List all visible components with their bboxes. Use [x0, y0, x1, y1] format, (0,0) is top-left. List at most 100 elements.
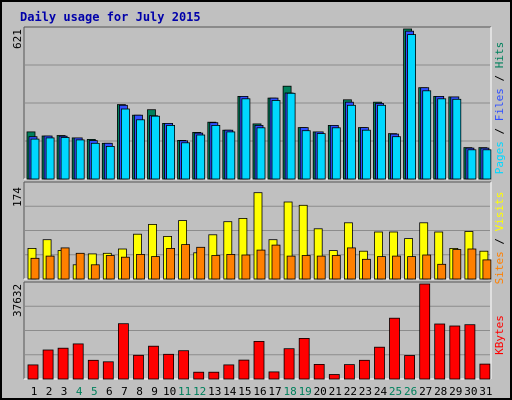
kbytes-bar-kbytes-day-14: [223, 364, 235, 380]
kbytes-bar-kbytes-day-27: [419, 283, 431, 380]
ylabel-sites-visits: Sites / Visits: [493, 192, 506, 285]
hits-bar-pages-day-27: [422, 90, 432, 180]
y-max-label-visits: 174: [11, 187, 24, 207]
hits-bar-pages-day-11: [181, 142, 191, 180]
ylabel-pages-files-hits: Pages / Files / Hits: [493, 42, 506, 175]
hits-bar-pages-day-4: [75, 139, 85, 180]
x-tick-label-day-12: 12: [193, 385, 206, 398]
hits-bar-pages-day-16: [256, 127, 266, 180]
visits-bar-sites-day-18: [286, 255, 296, 280]
x-axis-day-labels: 1 2 3 4 5 6 7 8 9 10 11 12 13 14 15 16 17 18 19 20 21 22 23 24 2…: [31, 385, 493, 398]
hits-bar-pages-day-15: [241, 98, 251, 180]
x-tick-label-day-14: 14: [223, 385, 237, 398]
ylabel-sites: Sites: [493, 251, 506, 284]
hits-bar-pages-day-3: [60, 137, 70, 180]
visits-bar-sites-day-12: [196, 246, 206, 280]
ylabel-hits: Hits: [493, 42, 506, 69]
visits-bar-sites-day-9: [151, 256, 160, 280]
kbytes-bar-kbytes-day-2: [42, 349, 54, 380]
visits-bar-sites-day-14: [226, 253, 236, 280]
hits-bar-pages-day-17: [271, 100, 281, 180]
ylabel-pages: Pages: [493, 141, 506, 174]
x-tick-label-day-28: 28: [434, 385, 447, 398]
visits-bar-sites-day-22: [346, 247, 356, 280]
x-tick-label-day-31: 31: [479, 385, 492, 398]
x-tick-label-day-4: 4: [76, 385, 83, 398]
kbytes-bar-kbytes-day-13: [208, 371, 220, 380]
x-tick-label-day-27: 27: [419, 385, 432, 398]
visits-bar-sites-day-23: [361, 258, 371, 280]
kbytes-bar-kbytes-day-26: [404, 355, 416, 380]
x-tick-label-day-5: 5: [91, 385, 98, 398]
visits-bar-sites-day-17: [271, 244, 281, 280]
hits-bar-pages-day-5: [90, 142, 100, 180]
visits-bar-sites-day-7: [121, 256, 130, 280]
x-tick-label-day-3: 3: [61, 385, 68, 398]
x-tick-label-day-19: 19: [299, 385, 312, 398]
visits-bar-sites-day-16: [256, 249, 266, 280]
hits-bar-pages-day-14: [226, 131, 236, 180]
kbytes-bar-kbytes-day-1: [27, 364, 39, 380]
x-tick-label-day-22: 22: [344, 385, 357, 398]
visits-bar-sites-day-3: [60, 247, 70, 280]
x-tick-label-day-9: 9: [151, 385, 158, 398]
kbytes-bar-kbytes-day-4: [72, 343, 84, 380]
visits-bar-sites-day-15: [241, 254, 251, 280]
x-tick-label-day-23: 23: [359, 385, 372, 398]
kbytes-bar-kbytes-day-30: [464, 324, 476, 380]
x-tick-label-day-15: 15: [238, 385, 251, 398]
x-tick-label-day-7: 7: [121, 385, 128, 398]
visits-bar-sites-day-2: [45, 255, 55, 280]
visits-bar-sites-day-25: [392, 255, 401, 280]
visits-bar-sites-day-13: [211, 255, 221, 280]
visits-bar-sites-day-11: [181, 244, 191, 280]
panel-pages-files-hits: [23, 26, 492, 180]
hits-bar-pages-day-2: [45, 137, 55, 180]
x-tick-label-day-24: 24: [374, 385, 388, 398]
x-tick-label-day-2: 2: [46, 385, 53, 398]
kbytes-bar-kbytes-day-23: [358, 359, 370, 380]
kbytes-bar-kbytes-day-3: [57, 347, 69, 380]
visits-bar-sites-day-21: [331, 255, 341, 280]
visits-bar-sites-day-26: [407, 256, 417, 280]
visits-bar-sites-day-19: [301, 255, 311, 280]
kbytes-bar-kbytes-day-20: [313, 363, 325, 380]
visits-bar-sites-day-31: [482, 259, 492, 280]
visits-bar-sites-day-5: [90, 264, 100, 280]
x-tick-label-day-1: 1: [31, 385, 38, 398]
ylabel-kbytes: KBytes: [493, 315, 506, 355]
visits-bar-sites-day-28: [437, 263, 447, 280]
hits-bar-pages-day-7: [121, 108, 130, 180]
x-tick-label-day-29: 29: [449, 385, 462, 398]
hits-bar-pages-day-26: [407, 34, 417, 180]
visits-bar-sites-day-6: [105, 255, 115, 280]
kbytes-bar-kbytes-day-24: [374, 346, 385, 380]
hits-bar-pages-day-10: [166, 125, 176, 180]
kbytes-bar-kbytes-day-7: [118, 323, 129, 380]
kbytes-bar-kbytes-day-25: [389, 317, 400, 380]
kbytes-bar-kbytes-day-9: [148, 345, 159, 380]
hits-bar-pages-day-1: [30, 138, 40, 180]
x-tick-label-day-25: 25: [389, 385, 402, 398]
kbytes-bar-kbytes-day-10: [163, 353, 175, 380]
x-tick-label-day-16: 16: [253, 385, 266, 398]
hits-bar-pages-day-22: [346, 104, 356, 180]
kbytes-bar-kbytes-day-11: [178, 350, 190, 380]
ylabel-files: Files: [493, 88, 506, 121]
hits-bar-pages-day-12: [196, 134, 206, 180]
panel-kbytes: [23, 281, 492, 380]
hits-bar-pages-day-20: [316, 133, 326, 180]
x-tick-label-day-30: 30: [464, 385, 477, 398]
hits-bar-pages-day-24: [377, 104, 386, 180]
x-tick-label-day-17: 17: [268, 385, 281, 398]
x-tick-label-day-21: 21: [329, 385, 342, 398]
x-tick-label-day-8: 8: [136, 385, 143, 398]
panel-sites-visits: [23, 181, 492, 280]
hits-bar-pages-day-25: [392, 136, 401, 180]
kbytes-bar-kbytes-day-19: [298, 337, 310, 380]
kbytes-bar-kbytes-day-18: [283, 348, 295, 380]
hits-bar-pages-day-6: [105, 145, 115, 180]
x-tick-label-day-20: 20: [314, 385, 327, 398]
